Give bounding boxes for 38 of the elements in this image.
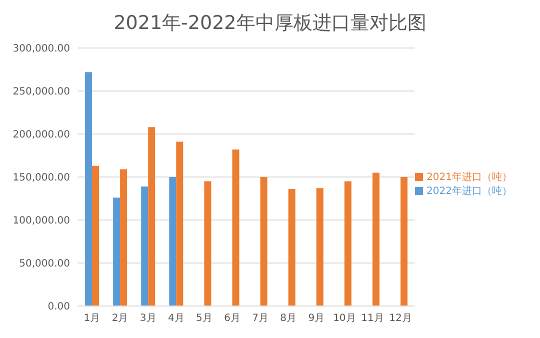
bar bbox=[85, 72, 92, 306]
x-tick-label: 2月 bbox=[112, 313, 128, 324]
bar bbox=[232, 149, 240, 306]
x-tick-label: 10月 bbox=[333, 313, 356, 324]
bar bbox=[260, 177, 268, 306]
x-tick-label: 8月 bbox=[280, 313, 297, 324]
y-tick-label: 200,000.00 bbox=[12, 130, 70, 141]
bar bbox=[400, 177, 408, 306]
y-tick-label: 50,000.00 bbox=[19, 258, 70, 270]
bar bbox=[148, 127, 156, 306]
bar bbox=[204, 181, 212, 306]
x-tick-label: 11月 bbox=[361, 313, 384, 324]
bar bbox=[344, 181, 352, 306]
x-tick-label: 6月 bbox=[224, 313, 240, 324]
y-tick-label: 300,000.00 bbox=[12, 44, 70, 55]
bar bbox=[316, 188, 324, 306]
x-tick-label: 12月 bbox=[389, 313, 412, 324]
bar bbox=[92, 166, 100, 306]
bar bbox=[288, 189, 296, 306]
y-tick-label: 100,000.00 bbox=[12, 216, 70, 227]
y-tick-label: 250,000.00 bbox=[12, 86, 70, 98]
x-tick-label: 3月 bbox=[140, 313, 156, 324]
bar bbox=[169, 177, 176, 306]
bar bbox=[141, 186, 148, 306]
bar bbox=[176, 142, 184, 306]
x-tick-label: 4月 bbox=[168, 313, 184, 324]
x-tick-label: 7月 bbox=[252, 313, 268, 324]
y-tick-label: 0.00 bbox=[48, 302, 70, 313]
bar bbox=[120, 169, 128, 306]
legend-label: 2022年进口（吨） bbox=[426, 186, 512, 197]
x-tick-label: 1月 bbox=[84, 313, 100, 324]
legend-label: 2021年进口（吨） bbox=[426, 172, 512, 183]
chart-title: 2021年-2022年中厚板进口量对比图 bbox=[112, 11, 428, 36]
x-tick-label: 5月 bbox=[196, 313, 212, 324]
bar bbox=[113, 198, 120, 306]
bar bbox=[372, 172, 380, 306]
x-tick-label: 9月 bbox=[308, 313, 325, 324]
y-tick-label: 150,000.00 bbox=[12, 172, 70, 184]
